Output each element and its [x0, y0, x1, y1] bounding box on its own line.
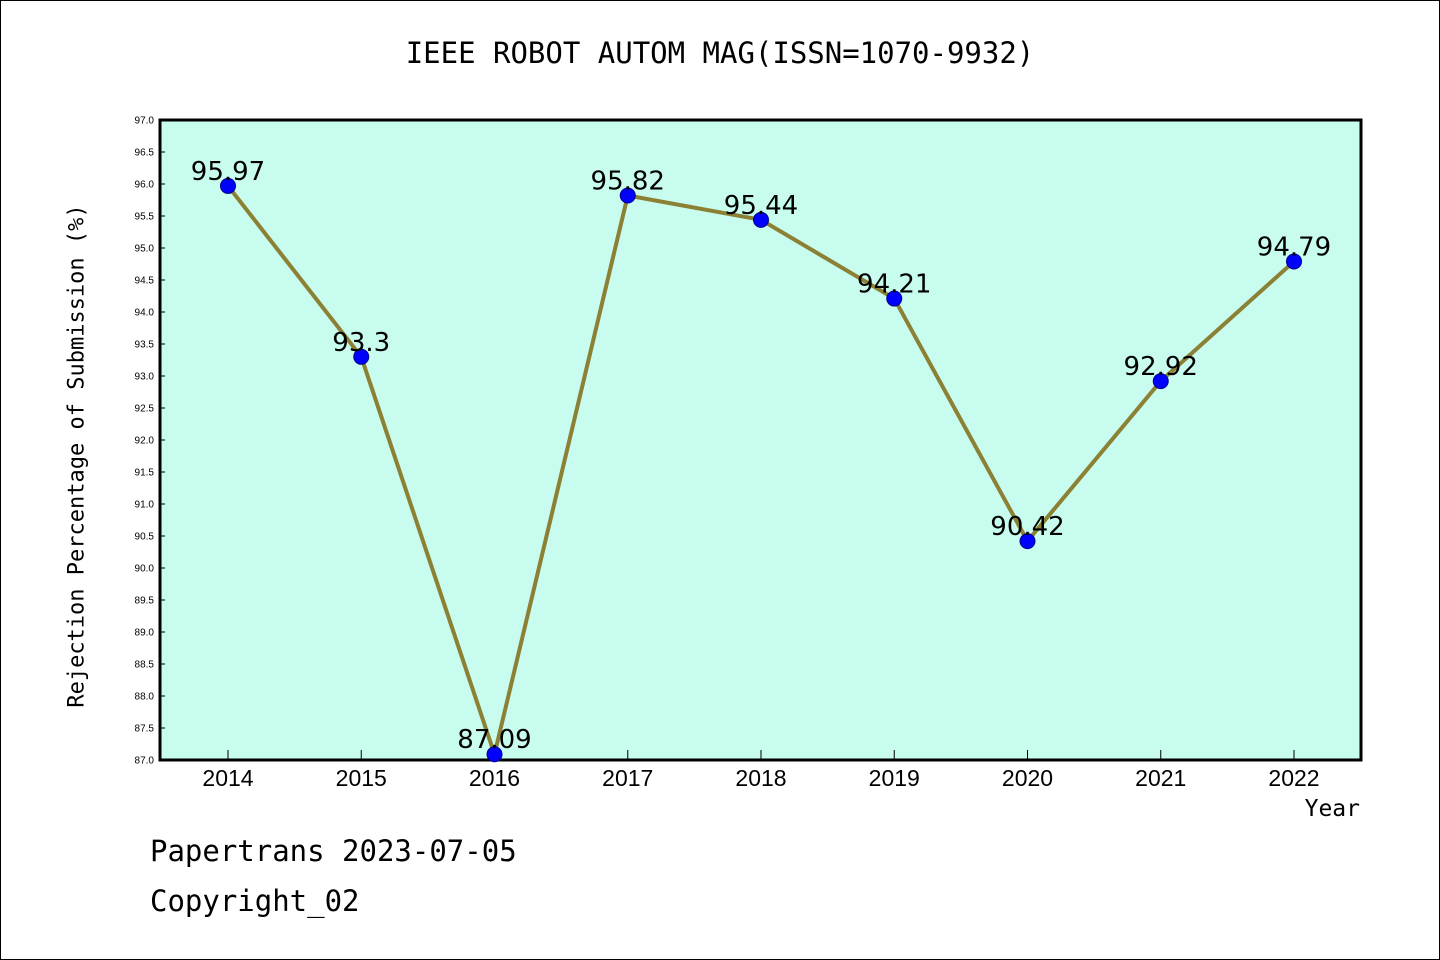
x-tick-label: 2021 — [1135, 765, 1186, 791]
x-tick-label: 2016 — [469, 765, 520, 791]
y-tick-label: 91.0 — [135, 500, 155, 511]
y-tick-label: 91.5 — [135, 468, 155, 479]
y-tick-label: 90.0 — [135, 564, 155, 575]
data-point — [753, 211, 769, 228]
x-tick-label: 2022 — [1268, 765, 1319, 791]
y-tick-label: 90.5 — [135, 532, 155, 543]
data-point — [486, 746, 503, 763]
data-point — [619, 187, 636, 204]
y-tick-label: 87.5 — [135, 724, 155, 735]
y-tick-label: 92.0 — [135, 436, 155, 447]
y-tick-label: 93.5 — [135, 340, 155, 351]
y-tick-label: 94.0 — [135, 308, 155, 319]
data-point — [1286, 253, 1302, 270]
footer-copyright: Copyright_02 — [150, 884, 360, 918]
data-label: 95.82 — [591, 167, 665, 197]
data-point — [353, 348, 370, 365]
x-tick-label: 2015 — [336, 765, 387, 791]
x-tick-label: 2018 — [735, 765, 786, 791]
data-point — [1152, 373, 1169, 390]
y-tick-label: 93.0 — [135, 372, 155, 383]
data-label: 90.42 — [990, 512, 1064, 542]
y-tick-label: 96.5 — [135, 148, 155, 159]
footer-date: Papertrans 2023-07-05 — [150, 834, 517, 868]
y-tick-label: 94.5 — [135, 276, 155, 287]
data-label: 95.44 — [724, 191, 798, 221]
chart-title: IEEE ROBOT AUTOM MAG(ISSN=1070-9932) — [405, 36, 1035, 70]
y-tick-label: 89.5 — [135, 596, 155, 607]
data-label: 95.97 — [191, 157, 265, 187]
x-tick-label: 2020 — [1002, 765, 1053, 791]
y-tick-label: 96.0 — [135, 180, 155, 191]
data-label: 94.79 — [1257, 232, 1331, 262]
y-tick-label: 95.5 — [135, 212, 155, 223]
data-label: 92.92 — [1124, 352, 1198, 382]
y-tick-label: 87.0 — [135, 756, 155, 767]
y-tick-label: 88.0 — [135, 692, 155, 703]
data-point — [220, 177, 236, 194]
y-tick-label: 89.0 — [135, 628, 155, 639]
data-point — [886, 290, 903, 307]
y-tick-label: 97.0 — [135, 116, 155, 127]
y-tick-label: 88.5 — [135, 660, 155, 671]
data-label: 93.3 — [332, 328, 390, 358]
y-tick-label: 95.0 — [135, 244, 155, 255]
x-tick-label: 2019 — [869, 765, 920, 791]
y-tick-label: 92.5 — [135, 404, 155, 415]
x-tick-label: 2014 — [202, 765, 253, 791]
data-label: 87.09 — [457, 725, 531, 755]
x-tick-label: 2017 — [602, 765, 653, 791]
data-label: 94.21 — [857, 270, 931, 300]
data-point — [1019, 533, 1036, 550]
x-axis-label: Year — [1304, 796, 1360, 822]
